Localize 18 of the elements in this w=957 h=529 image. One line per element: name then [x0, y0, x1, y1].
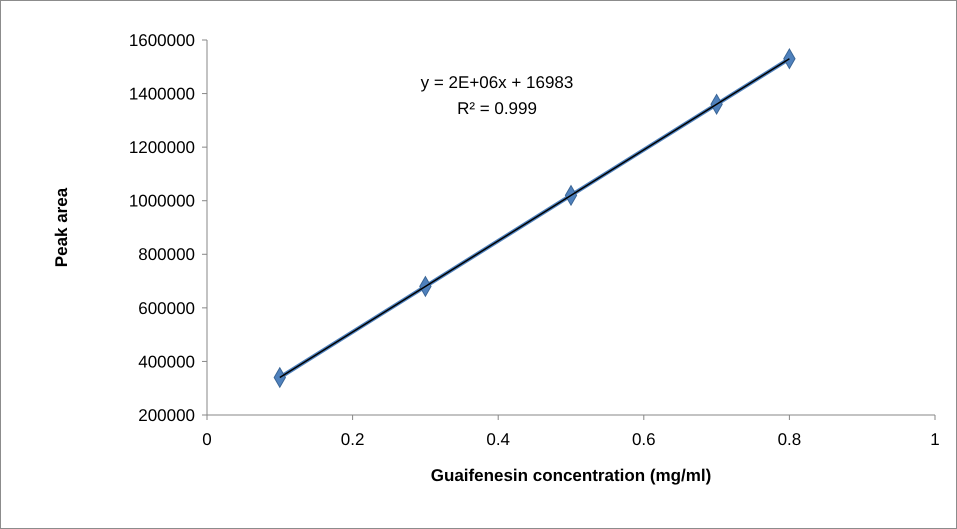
y-tick-label: 800000	[138, 245, 195, 264]
x-tick-label: 0.8	[778, 430, 802, 449]
y-tick-label: 1200000	[128, 138, 195, 158]
y-tick-label: 1400000	[128, 84, 195, 104]
x-tick-label: 0.2	[340, 430, 364, 449]
y-tick-label: 400000	[138, 352, 195, 372]
annotation: R² = 0.999	[457, 99, 537, 118]
x-tick-label: 0	[202, 430, 212, 449]
y-tick-label: 1000000	[128, 192, 195, 211]
x-tick-label: 1	[930, 430, 940, 449]
y-tick-label: 600000	[138, 298, 195, 318]
y-tick-label: 200000	[138, 406, 195, 425]
x-tick-label: 0.6	[632, 430, 656, 449]
y-tick-label: 1600000	[128, 30, 195, 50]
y-axis-title: Peak area	[52, 187, 71, 268]
x-axis-title: Guaifenesin concentration (mg/ml)	[430, 466, 712, 485]
annotation: y = 2E+06x + 16983	[420, 73, 574, 92]
x-tick-label: 0.4	[486, 430, 510, 449]
